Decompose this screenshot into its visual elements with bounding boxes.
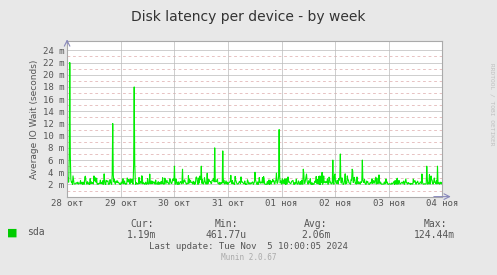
Text: 124.44m: 124.44m — [414, 230, 455, 240]
Text: Max:: Max: — [423, 219, 447, 229]
Text: Munin 2.0.67: Munin 2.0.67 — [221, 253, 276, 262]
Text: 461.77u: 461.77u — [206, 230, 247, 240]
Y-axis label: Average IO Wait (seconds): Average IO Wait (seconds) — [30, 59, 39, 179]
Text: Min:: Min: — [214, 219, 238, 229]
Text: Disk latency per device - by week: Disk latency per device - by week — [131, 10, 366, 24]
Text: Cur:: Cur: — [130, 219, 154, 229]
Text: sda: sda — [27, 227, 45, 237]
Text: 1.19m: 1.19m — [127, 230, 157, 240]
Text: RRDTOOL / TOBI OETIKER: RRDTOOL / TOBI OETIKER — [490, 63, 495, 146]
Text: 2.06m: 2.06m — [301, 230, 331, 240]
Text: Last update: Tue Nov  5 10:00:05 2024: Last update: Tue Nov 5 10:00:05 2024 — [149, 242, 348, 251]
Text: ■: ■ — [7, 227, 18, 237]
Text: Avg:: Avg: — [304, 219, 328, 229]
